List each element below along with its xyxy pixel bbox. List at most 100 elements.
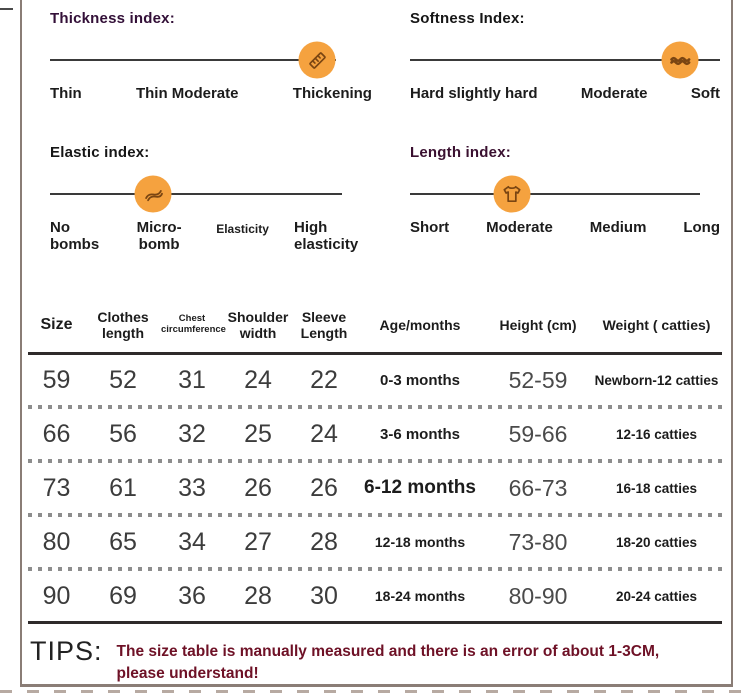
thickness-scale — [50, 40, 372, 80]
elastic-index-panel: Elastic index: No bombs Micro-bomb Elast… — [50, 144, 372, 278]
cell-sleeve: 22 — [310, 365, 338, 394]
cell-sleeve: 28 — [310, 527, 338, 556]
cell-chest: 34 — [178, 527, 206, 556]
header-weight-catties: Weight ( catties) — [602, 316, 711, 333]
header-height-cm: Height (cm) — [499, 316, 577, 333]
size-table: Size Clothes length Chest circumference … — [28, 298, 722, 624]
tshirt-icon — [501, 183, 524, 206]
cell-clothes-length: 61 — [109, 473, 137, 502]
thickness-marker — [298, 41, 336, 79]
length-scale — [410, 174, 720, 214]
row-divider — [28, 567, 722, 571]
thickness-labels: Thin Thin Moderate Thickening — [50, 85, 372, 102]
softness-labels: Hard slightly hard Moderate Soft — [410, 85, 720, 102]
cell-shoulder: 27 — [244, 527, 272, 556]
length-index-title: Length index: — [410, 144, 511, 161]
spring-icon — [141, 182, 165, 206]
cell-clothes-length: 52 — [109, 365, 137, 394]
cell-size: 59 — [42, 365, 71, 394]
scale-label: Elasticity — [216, 222, 269, 236]
cell-weight: 18-20 catties — [615, 534, 698, 550]
cell-weight: 12-16 catties — [615, 426, 698, 442]
scale-label: Moderate — [486, 219, 553, 236]
scale-label: No bombs — [50, 219, 100, 254]
cell-shoulder: 28 — [244, 581, 272, 610]
scale-label: Soft — [690, 85, 720, 102]
cell-age: 0-3 months — [379, 371, 460, 389]
tips-message: The size table is manually measured and … — [116, 643, 660, 682]
table-row: 66 56 32 25 24 3-6 months 59-66 12-16 ca… — [28, 409, 722, 459]
thickness-index-panel: Thickness index: Thin Thin — [50, 10, 372, 144]
cell-age: 3-6 months — [379, 425, 460, 443]
table-row: 59 52 31 24 22 0-3 months 52-59 Newborn-… — [28, 355, 722, 405]
cell-age: 12-18 months — [374, 534, 466, 550]
softness-index-panel: Softness Index: Hard slightly hard Moder… — [410, 10, 720, 144]
cell-shoulder: 26 — [244, 473, 272, 502]
bottom-dashed-edge — [0, 690, 750, 693]
cell-height: 59-66 — [508, 420, 568, 447]
table-top-divider — [28, 352, 722, 355]
elastic-index-title: Elastic index: — [50, 144, 150, 161]
cell-height: 73-80 — [508, 528, 568, 555]
table-row: 90 69 36 28 30 18-24 months 80-90 20-24 … — [28, 571, 722, 621]
header-clothes-length: Clothes length — [97, 308, 149, 341]
cell-size: 73 — [42, 473, 71, 502]
length-labels: Short Moderate Medium Long — [410, 219, 720, 236]
row-divider — [28, 513, 722, 517]
scale-label: Medium — [589, 219, 647, 236]
cell-age: 18-24 months — [374, 588, 466, 604]
cell-clothes-length: 56 — [109, 419, 137, 448]
scale-line — [410, 193, 700, 195]
cell-chest: 32 — [178, 419, 206, 448]
elastic-scale — [50, 174, 372, 214]
scale-line — [50, 193, 342, 195]
elastic-marker — [134, 175, 172, 213]
scale-label: Thickening — [292, 85, 372, 102]
index-section: Thickness index: Thin Thin — [0, 0, 750, 278]
scale-label: Short — [410, 219, 450, 236]
scale-line — [50, 59, 336, 61]
header-chest-circumference: Chest circumference — [161, 313, 226, 335]
softness-marker — [661, 41, 699, 79]
cell-age: 6-12 months — [364, 477, 476, 498]
table-bottom-divider — [28, 621, 722, 624]
cell-sleeve: 26 — [310, 473, 338, 502]
table-row: 80 65 34 27 28 12-18 months 73-80 18-20 … — [28, 517, 722, 567]
header-sleeve-length: Sleeve Length — [300, 308, 348, 341]
cell-clothes-length: 65 — [109, 527, 137, 556]
cell-sleeve: 30 — [310, 581, 338, 610]
softness-scale — [410, 40, 720, 80]
scale-label: Moderate — [580, 85, 648, 102]
tips-label: TIPS: — [30, 636, 103, 666]
cell-height: 52-59 — [508, 366, 568, 393]
header-shoulder-width: Shoulder width — [227, 308, 289, 341]
cell-weight: Newborn-12 catties — [594, 372, 719, 388]
cell-size: 66 — [42, 419, 71, 448]
cell-shoulder: 25 — [244, 419, 272, 448]
wave-icon — [668, 48, 692, 72]
cell-sleeve: 24 — [310, 419, 338, 448]
cell-chest: 36 — [178, 581, 206, 610]
cell-weight: 16-18 catties — [615, 480, 698, 496]
header-size: Size — [40, 315, 73, 333]
cell-height: 80-90 — [508, 582, 568, 609]
scale-label: Thin Moderate — [135, 85, 239, 102]
table-header-row: Size Clothes length Chest circumference … — [28, 298, 722, 352]
softness-index-title: Softness Index: — [410, 10, 525, 27]
cell-size: 90 — [42, 581, 71, 610]
scale-label: Thin — [50, 85, 82, 102]
cell-shoulder: 24 — [244, 365, 272, 394]
scale-line — [410, 59, 720, 61]
cell-weight: 20-24 catties — [615, 588, 698, 604]
cell-height: 66-73 — [508, 474, 568, 501]
scale-label: Long — [683, 219, 720, 236]
row-divider — [28, 405, 722, 409]
cell-chest: 31 — [178, 365, 206, 394]
tips-section: TIPS: The size table is manually measure… — [30, 636, 750, 684]
scale-label: Hard slightly hard — [410, 85, 538, 102]
cell-size: 80 — [42, 527, 71, 556]
scale-label: High elasticity — [293, 219, 359, 254]
header-age-months: Age/months — [379, 316, 461, 333]
top-left-tick — [0, 8, 13, 10]
cell-clothes-length: 69 — [109, 581, 137, 610]
